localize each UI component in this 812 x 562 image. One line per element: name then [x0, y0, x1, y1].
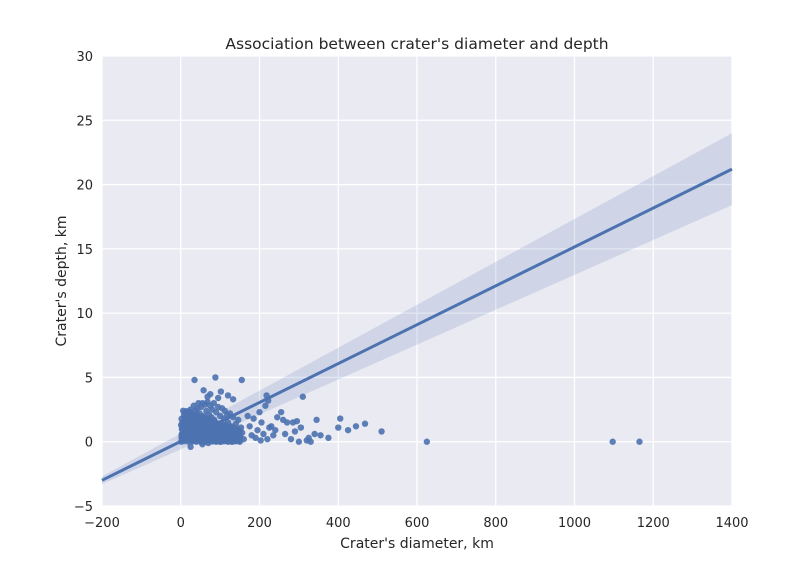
data-point — [313, 416, 320, 424]
confidence-band-area — [102, 133, 732, 485]
data-point — [337, 415, 344, 422]
data-point — [378, 428, 385, 435]
data-point — [297, 424, 305, 431]
data-point — [252, 434, 259, 442]
x-tick-label: 1200 — [637, 516, 670, 531]
data-point — [186, 408, 193, 415]
data-point — [262, 402, 269, 409]
data-point — [260, 430, 267, 438]
y-tick-label: 15 — [76, 243, 93, 258]
data-point — [352, 423, 360, 430]
data-point — [212, 374, 219, 381]
chart-title: Association between crater's diameter an… — [225, 35, 608, 53]
data-point — [202, 414, 210, 422]
scatter-points — [177, 374, 643, 451]
data-point — [274, 414, 281, 421]
data-point — [268, 423, 275, 430]
data-point — [258, 419, 265, 426]
data-point — [254, 426, 261, 434]
y-axis-title: Crater's depth, km — [54, 216, 70, 347]
y-tick-label: 10 — [76, 307, 93, 322]
data-point — [238, 376, 245, 384]
data-point — [187, 443, 194, 451]
y-tick-label: −5 — [74, 500, 93, 515]
data-point — [235, 416, 242, 424]
data-point — [250, 415, 257, 422]
data-point — [295, 438, 303, 445]
data-point — [232, 426, 240, 433]
data-point — [200, 387, 207, 394]
data-point — [224, 392, 232, 399]
data-point — [361, 420, 369, 427]
data-point — [293, 417, 301, 425]
data-point — [283, 419, 291, 426]
data-point — [311, 430, 318, 438]
data-point — [277, 408, 285, 416]
data-point — [214, 394, 222, 402]
x-tick-labels: −200 0 200 400 600 800 1000 1200 1400 — [84, 516, 748, 531]
data-point — [307, 438, 314, 445]
data-point — [201, 433, 208, 440]
x-tick-label: 800 — [483, 516, 508, 531]
x-tick-label: 0 — [177, 516, 185, 531]
data-point — [210, 399, 218, 407]
data-point — [325, 434, 332, 442]
data-point — [272, 426, 279, 434]
data-point — [212, 408, 220, 416]
regression-line — [101, 167, 733, 482]
data-point — [270, 432, 277, 439]
y-tick-label: 30 — [76, 50, 93, 65]
regression-line-path — [101, 167, 733, 482]
x-axis-title: Crater's diameter, km — [340, 536, 494, 552]
data-point — [636, 438, 643, 445]
x-tick-label: 1000 — [558, 516, 591, 531]
data-point — [244, 412, 251, 420]
data-point — [281, 430, 289, 438]
data-point — [609, 438, 616, 445]
data-point — [217, 388, 225, 395]
data-point — [179, 407, 187, 414]
data-point — [204, 393, 211, 400]
data-point — [423, 438, 431, 445]
y-tick-label: 25 — [76, 114, 93, 129]
data-point — [221, 422, 228, 430]
y-tick-labels: −5 0 5 10 15 20 25 30 — [74, 50, 93, 515]
data-point — [299, 393, 307, 400]
grid — [101, 55, 733, 507]
data-point — [317, 432, 324, 439]
confidence-band — [102, 133, 732, 485]
data-point — [246, 423, 253, 430]
y-tick-label: 0 — [85, 436, 93, 451]
x-tick-label: 1400 — [715, 516, 748, 531]
x-tick-label: 400 — [326, 516, 351, 531]
y-tick-label: 20 — [76, 179, 93, 194]
data-point — [257, 437, 264, 444]
data-point — [186, 418, 194, 425]
x-tick-label: −200 — [84, 516, 120, 531]
data-point — [287, 435, 295, 443]
data-point — [229, 396, 237, 403]
y-tick-label: 5 — [85, 371, 93, 386]
data-point — [227, 424, 234, 431]
data-point — [191, 411, 198, 418]
data-point — [178, 432, 185, 439]
data-point — [335, 424, 342, 431]
data-point — [230, 434, 237, 442]
data-point — [256, 408, 263, 416]
data-point — [344, 426, 352, 434]
data-point — [191, 376, 198, 384]
x-tick-label: 200 — [247, 516, 272, 531]
data-point — [215, 424, 223, 431]
data-point — [264, 435, 271, 443]
data-point — [291, 428, 299, 435]
x-tick-label: 600 — [405, 516, 430, 531]
